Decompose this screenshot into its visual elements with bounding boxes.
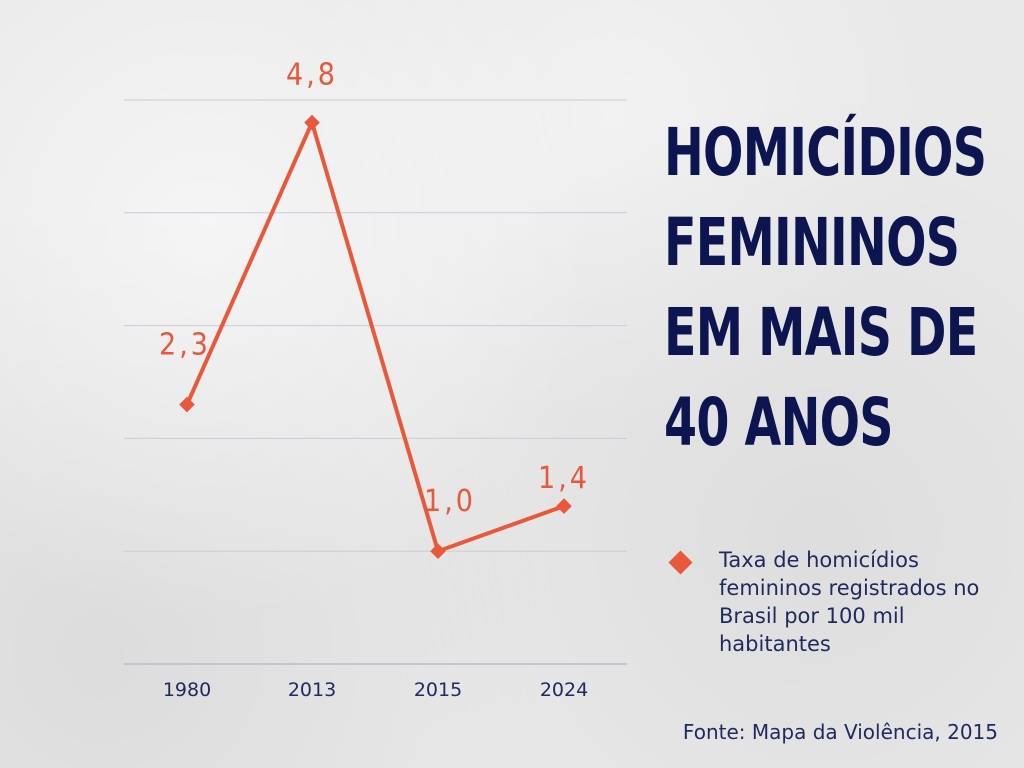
data-labels: 2,3 4,8 1,0 1,4 (159, 58, 590, 520)
chart-title: HOMICÍDIOS FEMININOS EM MAIS DE 40 ANOS (664, 108, 987, 468)
data-point-2015 (430, 543, 446, 559)
series-line (185, 116, 565, 554)
data-label-1980: 2,3 (159, 328, 211, 363)
data-label-2015: 1,0 (424, 484, 476, 519)
data-point-2013 (304, 114, 320, 131)
title-line-1: HOMICÍDIOS (664, 114, 987, 191)
x-tick-labels: 1980 2013 2015 2024 (163, 679, 588, 701)
source-note: Fonte: Mapa da Violência, 2015 (682, 720, 998, 744)
title-line-4: 40 ANOS (664, 384, 894, 461)
data-point-1980 (179, 396, 195, 413)
legend-label: Taxa de homicídios femininos registrados… (719, 548, 980, 656)
data-label-2013: 4,8 (286, 58, 338, 93)
x-tick-2013: 2013 (288, 679, 336, 701)
title-line-2: FEMININOS (664, 204, 960, 281)
data-label-2024: 1,4 (538, 461, 590, 496)
title-line-3: EM MAIS DE (664, 294, 978, 371)
x-tick-2024: 2024 (540, 679, 588, 701)
data-point-2024 (556, 498, 572, 514)
x-tick-1980: 1980 (163, 679, 211, 701)
x-tick-2015: 2015 (414, 679, 462, 701)
gridlines (124, 99, 627, 552)
